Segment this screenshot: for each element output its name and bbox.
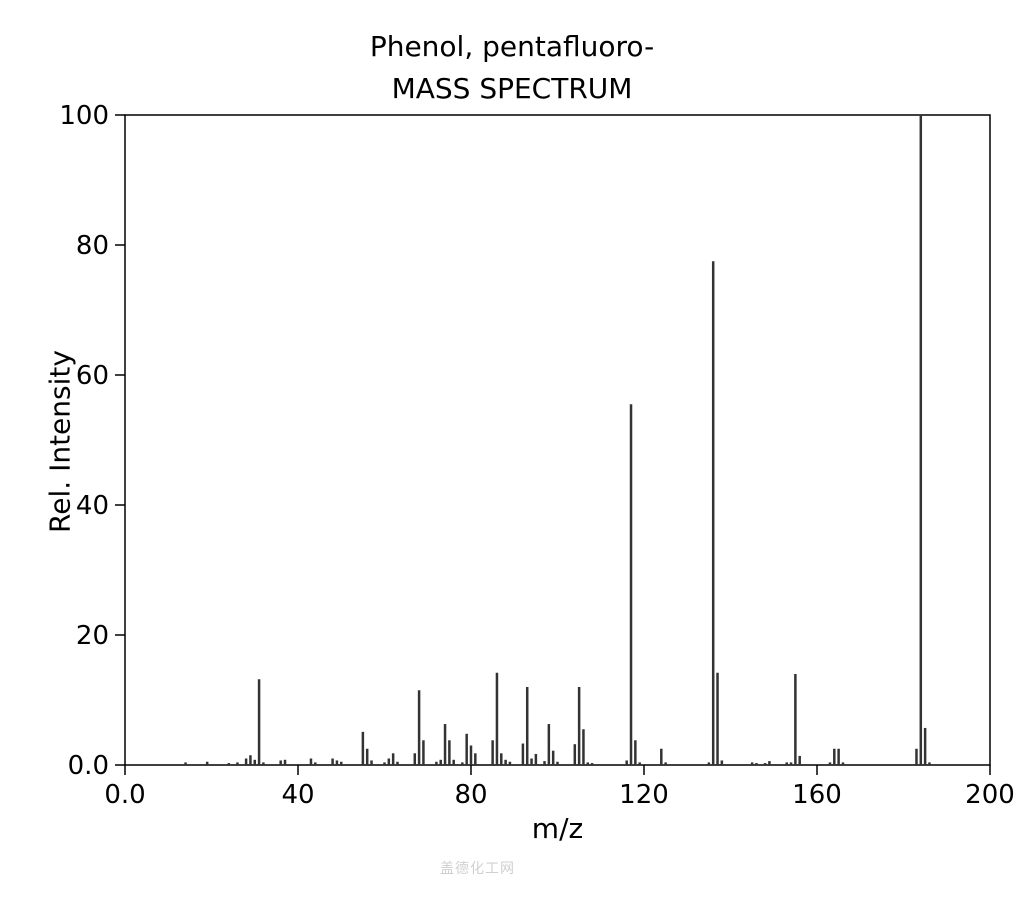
y-tick-label: 80 [76,231,109,261]
y-tick-label: 100 [59,101,109,131]
x-tick-label: 80 [454,780,487,810]
y-tick-label: 40 [76,491,109,521]
x-axis-label: m/z [0,812,1024,845]
x-tick-label: 200 [965,780,1015,810]
y-axis-label: Rel. Intensity [44,342,77,542]
mass-spectrum-chart: Phenol, pentafluoro- MASS SPECTRUM 0.040… [0,0,1024,900]
y-tick-label: 60 [76,361,109,391]
y-tick-label: 0.0 [68,751,109,781]
watermark-text: 盖德化工网 [440,858,515,878]
x-tick-label: 0.0 [104,780,145,810]
chart-svg: 0.0 40 80 120 160 200 0.0 20 40 60 80 100 [0,0,1024,900]
x-tick-label: 160 [792,780,842,810]
x-tick-label: 120 [619,780,669,810]
x-tick-label: 40 [281,780,314,810]
y-tick-label: 20 [76,621,109,651]
